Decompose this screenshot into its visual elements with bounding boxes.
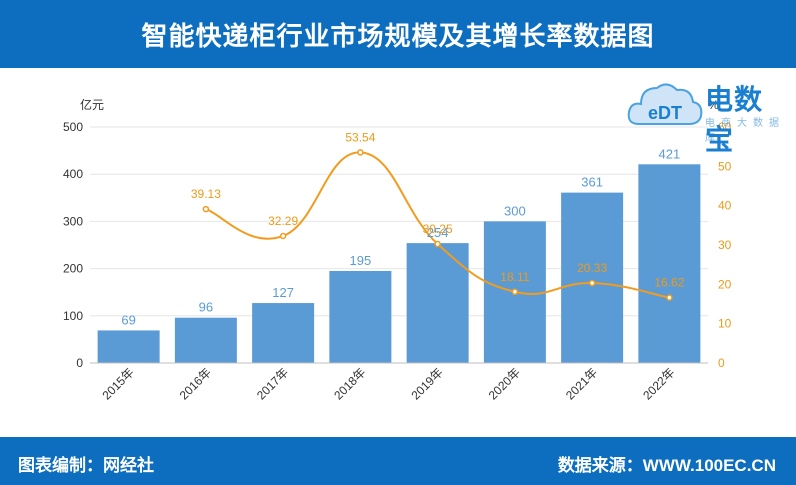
bar-value-label: 361 [581,175,603,190]
bar-value-label: 195 [350,253,372,268]
bar-value-label: 300 [504,203,526,218]
line-point [357,149,364,156]
logo-badge: eDT [648,103,682,123]
y-tick-label: 500 [63,120,83,134]
y2-tick-label: 50 [718,159,732,173]
x-tick-label: 2021年 [563,365,600,402]
bar-value-label: 96 [199,300,213,315]
chart: 亿元 % 0 100 200 300 400 500 0 10 20 30 40 50 60 69 96 12… [63,97,732,402]
bar [174,317,237,363]
footer: 图表编制：网经社 数据来源：WWW.100EC.CN [0,437,796,485]
bar [406,243,469,363]
line-value-label: 53.54 [345,130,375,144]
bar [561,192,624,363]
x-tick-label: 2019年 [408,365,445,402]
line-point [511,288,519,296]
y-tick-label: 300 [63,214,83,228]
line-point [588,279,596,287]
logo-brand: 电数宝 [705,84,764,155]
bar [252,303,315,363]
logo-tagline: 电商大数据库 [705,118,785,144]
y-tick-label: 200 [63,262,83,276]
footer-source: 数据来源：WWW.100EC.CN [557,456,776,475]
bar-value-label: 69 [121,312,135,327]
logo: eDT 电数宝 电商大数据库 [625,74,790,155]
bar-value-label: 127 [272,285,294,300]
line-point [434,240,441,248]
line-value-label: 16.62 [654,276,684,290]
line-point [202,205,210,213]
y2-tick-label: 60 [718,120,732,134]
x-tick-label: 2020年 [486,365,523,402]
bar [97,330,160,363]
bar-value-label: 254 [427,225,449,240]
y2-tick-label: 10 [718,317,732,331]
line-series [202,149,673,301]
x-tick-label: 2017年 [254,365,291,402]
line-value-label: 30.25 [423,222,453,236]
y-tick-label: 400 [63,167,83,181]
footer-credit: 图表编制：网经社 [18,456,154,475]
y2-axis-label: % [708,98,719,112]
chart-labels: 0 100 200 300 400 500 0 10 20 30 40 50 60 69 96 127 195 2… [63,120,732,402]
y-axis-label: 亿元 [80,97,104,112]
y2-tick-label: 20 [718,277,732,291]
y2-tick-label: 0 [718,356,725,370]
y-tick-label: 100 [63,309,83,323]
line-value-label: 20.33 [577,261,607,275]
y2-tick-label: 30 [718,238,732,252]
bar-series [97,164,701,363]
header: 智能快递柜行业市场规模及其增长率数据图 [0,0,796,68]
y-tick-label: 0 [76,356,83,370]
x-tick-label: 2016年 [177,365,214,402]
line-value-label: 32.29 [268,214,298,228]
page-title: 智能快递柜行业市场规模及其增长率数据图 [141,20,655,51]
x-tick-label: 2018年 [331,365,368,402]
bar-value-label: 421 [659,146,681,161]
y2-tick-label: 40 [718,199,732,213]
line-value-label: 18.11 [500,270,529,284]
x-tick-label: 2022年 [640,365,677,402]
bar [329,270,392,363]
x-tick-label: 2015年 [99,365,136,402]
line-value-label: 39.13 [191,187,221,201]
bar [638,164,701,363]
line-point [279,232,287,240]
line-point [666,294,673,301]
cloud-logo-icon: eDT [627,83,703,125]
